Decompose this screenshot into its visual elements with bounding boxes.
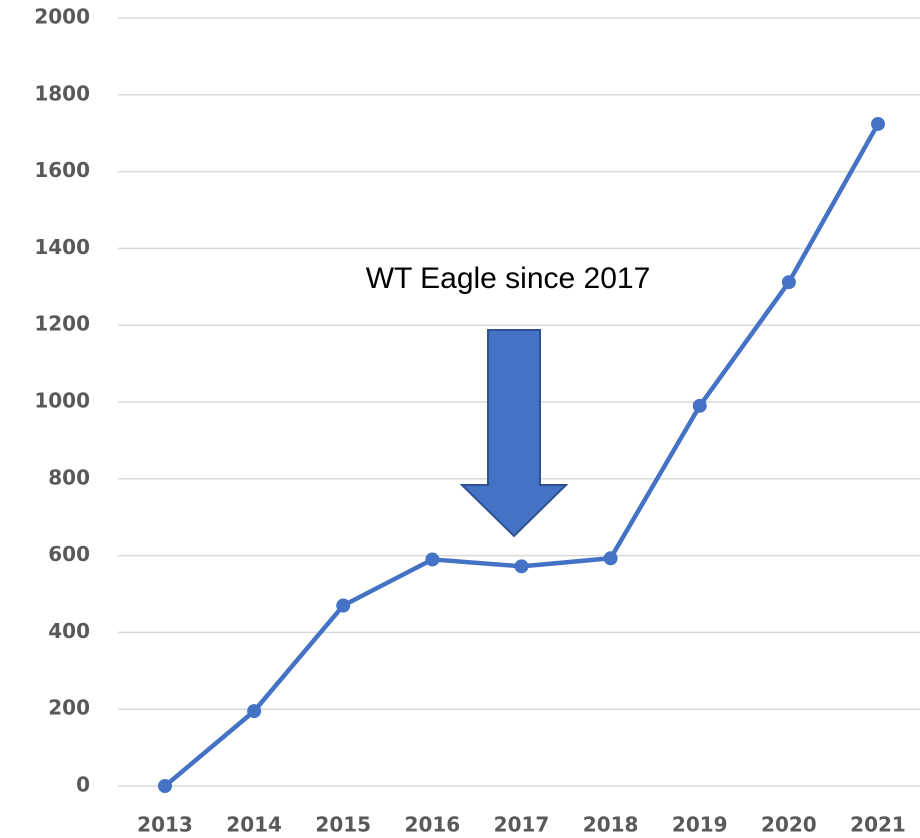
y-tick-label: 1000	[34, 389, 90, 413]
y-tick-label: 0	[76, 773, 90, 797]
x-tick-label: 2015	[315, 813, 371, 837]
y-tick-label: 200	[48, 696, 90, 720]
x-tick-label: 2020	[761, 813, 817, 837]
y-tick-label: 600	[48, 542, 90, 566]
y-tick-label: 800	[48, 465, 90, 489]
y-tick-label: 2000	[34, 5, 90, 29]
marker	[514, 559, 529, 574]
y-tick-label: 400	[48, 619, 90, 643]
annotation-arrow	[459, 329, 569, 538]
marker	[871, 116, 885, 131]
x-tick-label: 2014	[226, 813, 282, 837]
y-tick-label: 1400	[34, 235, 90, 259]
marker	[425, 552, 440, 567]
x-tick-label: 2016	[405, 813, 461, 837]
x-tick-label: 2018	[583, 813, 639, 837]
x-tick-label: 2017	[494, 813, 550, 837]
marker	[692, 398, 707, 413]
y-tick-label: 1200	[34, 312, 90, 336]
y-tick-label: 1800	[34, 81, 90, 105]
x-tick-label: 2019	[672, 813, 728, 837]
marker	[336, 598, 351, 613]
marker	[603, 551, 618, 566]
annotation: WT Eagle since 2017	[366, 262, 651, 295]
marker	[247, 704, 262, 719]
y-tick-label: 1600	[34, 158, 90, 182]
x-tick-label: 2021	[850, 813, 906, 837]
x-tick-label: 2013	[137, 813, 193, 837]
marker	[158, 779, 172, 793]
marker	[781, 275, 796, 290]
